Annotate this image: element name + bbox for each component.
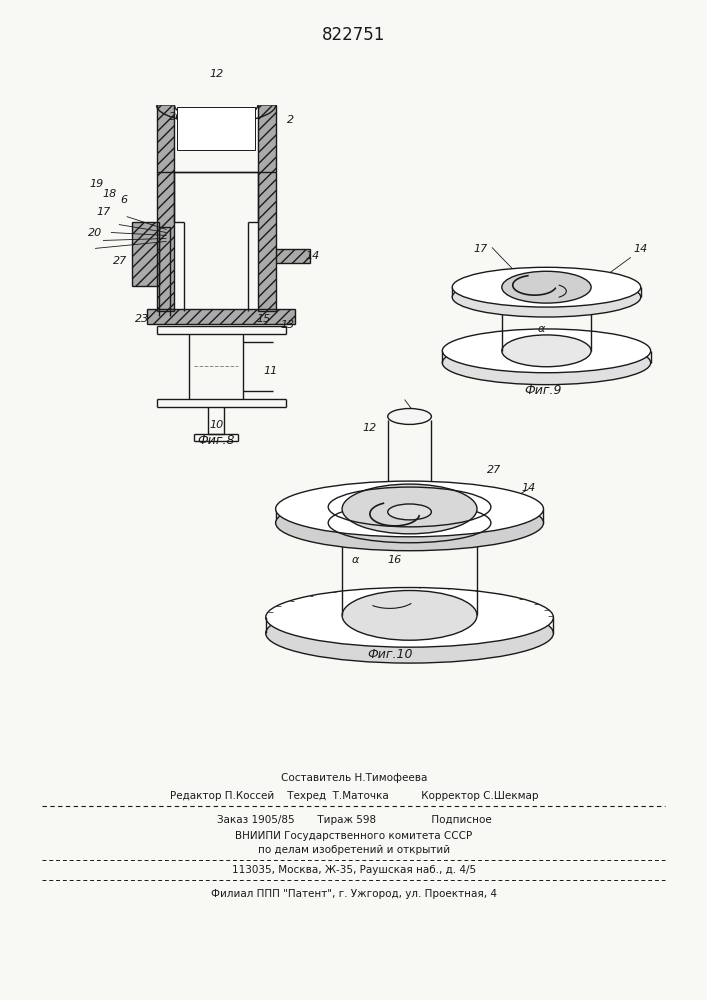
Text: 113035, Москва, Ж-35, Раушская наб., д. 4/5: 113035, Москва, Ж-35, Раушская наб., д. … — [232, 865, 476, 875]
Text: 6: 6 — [120, 195, 127, 205]
Text: 27: 27 — [112, 256, 127, 266]
Text: 14: 14 — [633, 244, 648, 254]
Text: ВНИИПИ Государственного комитета СССР: ВНИИПИ Государственного комитета СССР — [235, 831, 472, 841]
Ellipse shape — [502, 283, 591, 315]
Ellipse shape — [443, 329, 650, 373]
Text: 11: 11 — [264, 366, 278, 376]
Ellipse shape — [502, 271, 591, 303]
Text: 16: 16 — [387, 555, 402, 565]
Bar — [156, 172, 175, 311]
Ellipse shape — [276, 495, 544, 551]
Ellipse shape — [387, 409, 431, 424]
Text: Редактор П.Коссей    Техред  Т.Маточка          Корректор С.Шекмар: Редактор П.Коссей Техред Т.Маточка Корре… — [170, 791, 538, 801]
Bar — [146, 309, 296, 324]
Bar — [258, 172, 276, 311]
Bar — [156, 105, 175, 172]
Text: 14: 14 — [522, 483, 536, 493]
Bar — [276, 249, 310, 263]
Text: 26: 26 — [169, 112, 184, 122]
Text: 10: 10 — [209, 420, 223, 430]
Text: 16: 16 — [586, 301, 600, 311]
Ellipse shape — [452, 277, 641, 317]
Text: Фиг.9: Фиг.9 — [525, 384, 562, 397]
Ellipse shape — [266, 588, 554, 647]
Bar — [258, 105, 276, 172]
Text: α: α — [351, 555, 358, 565]
Text: 14: 14 — [305, 251, 320, 261]
Text: 12: 12 — [209, 69, 223, 79]
Text: Филиал ППП "Патент", г. Ужгород, ул. Проектная, 4: Филиал ППП "Патент", г. Ужгород, ул. Про… — [211, 889, 497, 899]
Text: по делам изобретений и открытий: по делам изобретений и открытий — [258, 845, 450, 855]
Ellipse shape — [342, 484, 477, 534]
Bar — [158, 227, 170, 316]
Ellipse shape — [342, 498, 477, 548]
Text: Заказ 1905/85       Тираж 598                 Подписное: Заказ 1905/85 Тираж 598 Подписное — [216, 815, 491, 825]
Bar — [177, 107, 255, 150]
Text: 15: 15 — [257, 314, 271, 324]
Text: 822751: 822751 — [322, 26, 386, 44]
Text: 19: 19 — [90, 179, 104, 189]
Text: 27: 27 — [486, 465, 501, 475]
Text: 18: 18 — [103, 189, 117, 199]
Text: Фиг.8: Фиг.8 — [197, 434, 235, 447]
Text: α: α — [538, 324, 545, 334]
Ellipse shape — [342, 590, 477, 640]
Text: 23: 23 — [134, 314, 148, 324]
Ellipse shape — [387, 504, 431, 520]
Ellipse shape — [502, 335, 591, 367]
Text: 13: 13 — [281, 320, 295, 330]
Text: 17: 17 — [474, 244, 488, 254]
Text: 20: 20 — [88, 228, 103, 238]
Ellipse shape — [266, 603, 554, 663]
Ellipse shape — [452, 267, 641, 307]
Text: 2: 2 — [287, 115, 294, 125]
Ellipse shape — [443, 341, 650, 385]
Text: 17: 17 — [97, 207, 111, 217]
Ellipse shape — [276, 481, 544, 537]
Text: 12: 12 — [363, 423, 377, 433]
Text: Составитель Н.Тимофеева: Составитель Н.Тимофеева — [281, 773, 427, 783]
Bar — [156, 249, 158, 263]
Bar — [132, 222, 158, 286]
Text: Фиг.10: Фиг.10 — [367, 648, 412, 661]
